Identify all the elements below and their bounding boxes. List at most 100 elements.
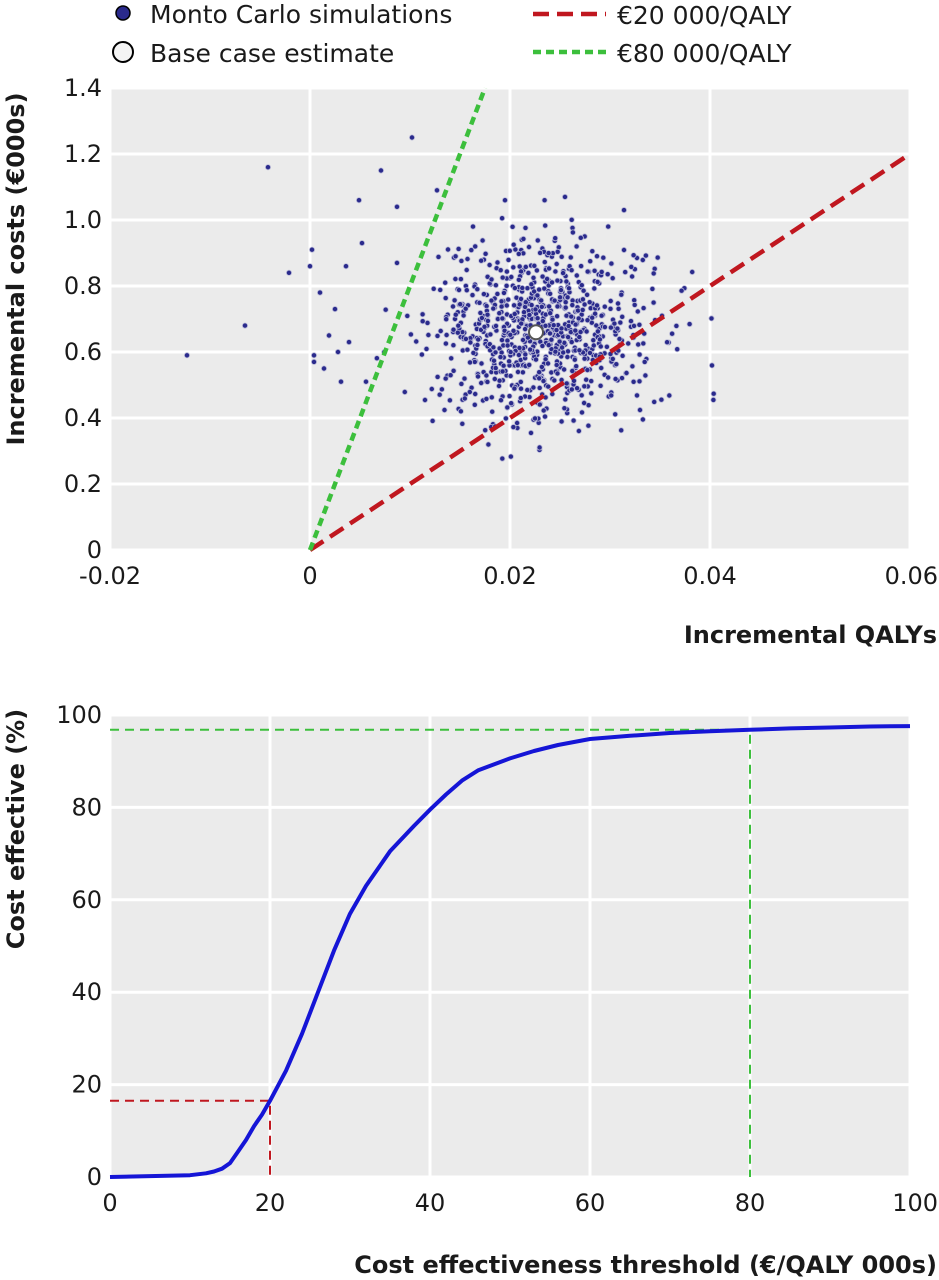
simulation-point (467, 339, 474, 346)
simulation-point (308, 246, 315, 253)
simulation-points (183, 134, 717, 462)
simulation-point (650, 270, 657, 277)
x-tick-label: 0 (102, 1189, 117, 1217)
gridlines (108, 86, 912, 552)
x-tick-label: 60 (575, 1189, 606, 1217)
simulation-point (534, 237, 541, 244)
simulation-point (581, 399, 588, 406)
simulation-point (502, 415, 509, 422)
simulation-point (310, 358, 317, 365)
simulation-point (540, 407, 547, 414)
simulation-point (488, 394, 495, 401)
simulation-point (508, 400, 515, 407)
simulation-point (649, 285, 656, 292)
simulation-point (573, 363, 580, 370)
simulation-point (565, 348, 572, 355)
simulation-point (589, 248, 596, 255)
simulation-point (666, 392, 673, 399)
simulation-point (421, 396, 428, 403)
simulation-point (545, 383, 552, 390)
simulation-point (572, 321, 579, 328)
reference-20k-line (110, 1099, 271, 1177)
simulation-point (461, 375, 468, 382)
simulation-point (571, 356, 578, 363)
simulation-point (522, 299, 529, 306)
simulation-point (530, 274, 537, 281)
simulation-point (331, 306, 338, 313)
simulation-point (538, 363, 545, 370)
simulation-point (499, 455, 506, 462)
simulation-point (619, 352, 626, 359)
simulation-point (511, 310, 518, 317)
simulation-point (471, 401, 478, 408)
simulation-point (634, 308, 641, 315)
simulation-point (603, 343, 610, 350)
simulation-point (628, 318, 635, 325)
simulation-point (510, 241, 517, 248)
simulation-point (492, 282, 499, 289)
simulation-point (499, 274, 506, 281)
simulation-point (614, 325, 621, 332)
threshold-80k-line (307, 87, 488, 551)
simulation-point (516, 344, 523, 351)
simulation-point (472, 243, 479, 250)
simulation-point (568, 339, 575, 346)
simulation-point (462, 305, 469, 312)
simulation-point (654, 254, 661, 261)
simulation-point (560, 349, 567, 356)
simulation-point (554, 248, 561, 255)
simulation-point (527, 346, 534, 353)
simulation-point (539, 318, 546, 325)
simulation-point (570, 417, 577, 424)
simulation-point (629, 363, 636, 370)
simulation-point (598, 268, 605, 275)
simulation-point (673, 322, 680, 329)
simulation-point (576, 334, 583, 341)
simulation-point (608, 392, 615, 399)
simulation-point (452, 311, 459, 318)
simulation-point (489, 408, 496, 415)
simulation-point (578, 263, 585, 270)
simulation-point (460, 312, 467, 319)
legend-base-case-marker (112, 41, 134, 63)
simulation-point (618, 291, 625, 298)
simulation-point (435, 253, 442, 260)
simulation-point (583, 376, 590, 383)
simulation-point (558, 325, 565, 332)
legend-base-case-label: Base case estimate (150, 39, 394, 68)
simulation-point (452, 253, 459, 260)
simulation-point (574, 385, 581, 392)
simulation-point (640, 305, 647, 312)
simulation-point (504, 337, 511, 344)
simulation-point (491, 375, 498, 382)
simulation-point (559, 344, 566, 351)
simulation-point (582, 342, 589, 349)
simulation-point (285, 269, 292, 276)
simulation-point (630, 252, 637, 259)
simulation-point (408, 134, 415, 141)
simulation-point (561, 405, 568, 412)
y-tick-label: 1.2 (64, 140, 102, 168)
simulation-point (568, 216, 575, 223)
threshold-lines (307, 87, 912, 552)
simulation-point (552, 348, 559, 355)
simulation-point (520, 336, 527, 343)
simulation-point (623, 369, 630, 376)
simulation-point (450, 326, 457, 333)
simulation-point (625, 340, 632, 347)
simulation-point (541, 197, 548, 204)
simulation-point (640, 340, 647, 347)
simulation-point (507, 453, 514, 460)
y-tick-label: 0.2 (64, 470, 102, 498)
simulation-point (548, 336, 555, 343)
simulation-point (569, 302, 576, 309)
simulation-point (480, 291, 487, 298)
simulation-point (575, 315, 582, 322)
simulation-point (563, 380, 570, 387)
simulation-point (591, 285, 598, 292)
simulation-point (457, 408, 464, 415)
simulation-point (629, 273, 636, 280)
simulation-point (545, 342, 552, 349)
simulation-point (458, 380, 465, 387)
simulation-point (642, 372, 649, 379)
